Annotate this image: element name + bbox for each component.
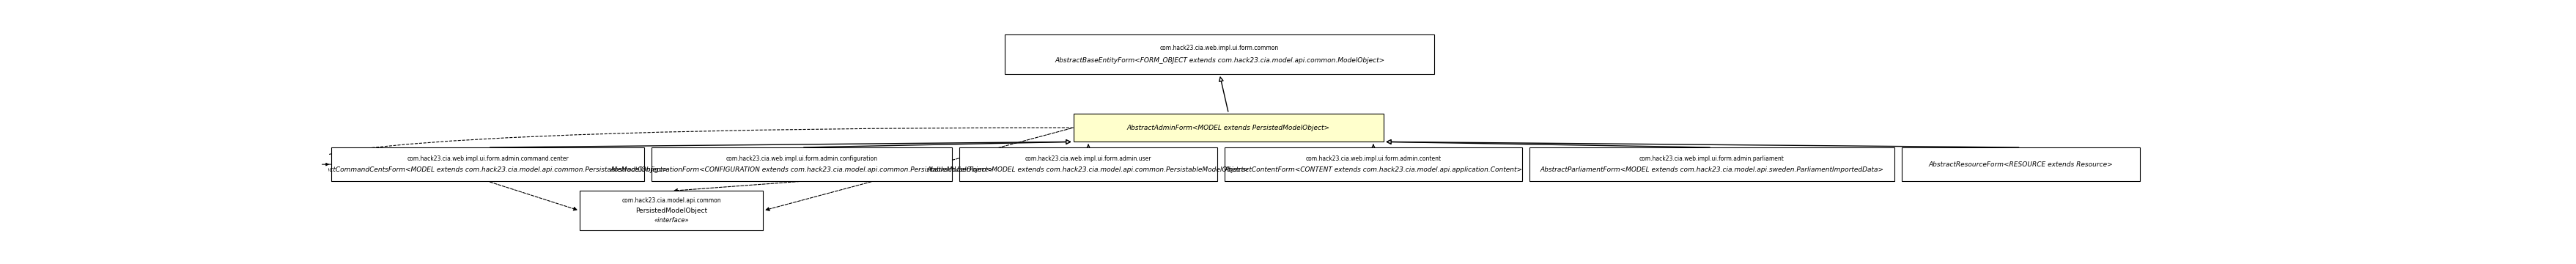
Bar [1224, 147, 1522, 181]
Bar [1074, 114, 1383, 142]
Text: AbstractContentForm<CONTENT extends com.hack23.cia.model.api.application.Content: AbstractContentForm<CONTENT extends com.… [1224, 167, 1522, 173]
Text: PersistedModelObject: PersistedModelObject [636, 208, 706, 214]
Text: com.hack23.cia.web.impl.ui.form.common: com.hack23.cia.web.impl.ui.form.common [1159, 44, 1278, 51]
Bar [580, 191, 762, 230]
Bar [652, 147, 951, 181]
Bar [1005, 35, 1435, 74]
Text: «interface»: «interface» [654, 217, 688, 224]
Text: AbstractConfigurationForm<CONFIGURATION extends com.hack23.cia.model.api.common.: AbstractConfigurationForm<CONFIGURATION … [611, 167, 994, 173]
Text: com.hack23.cia.web.impl.ui.form.admin.parliament: com.hack23.cia.web.impl.ui.form.admin.pa… [1638, 155, 1785, 162]
Bar [1530, 147, 1893, 181]
Bar [1901, 147, 2138, 181]
Text: AbstractResourceForm<RESOURCE extends Resource>: AbstractResourceForm<RESOURCE extends Re… [1927, 161, 2112, 168]
Text: AbstractCommandCentsForm<MODEL extends com.hack23.cia.model.api.common.Persistab: AbstractCommandCentsForm<MODEL extends c… [307, 167, 667, 173]
Text: com.hack23.cia.web.impl.ui.form.admin.configuration: com.hack23.cia.web.impl.ui.form.admin.co… [726, 155, 878, 162]
Text: AbstractAdminForm<MODEL extends PersistedModelObject>: AbstractAdminForm<MODEL extends Persiste… [1126, 124, 1329, 131]
Text: AbstractBaseEntityForm<FORM_OBJECT extends com.hack23.cia.model.api.common.Model: AbstractBaseEntityForm<FORM_OBJECT exten… [1054, 58, 1383, 64]
Text: AbstractParliamentForm<MODEL extends com.hack23.cia.model.api.sweden.ParliamentI: AbstractParliamentForm<MODEL extends com… [1540, 167, 1883, 173]
Text: AbstractUserForm<MODEL extends com.hack23.cia.model.api.common.PersistableModelO: AbstractUserForm<MODEL extends com.hack2… [927, 167, 1249, 173]
Text: com.hack23.cia.web.impl.ui.form.admin.user: com.hack23.cia.web.impl.ui.form.admin.us… [1025, 155, 1151, 162]
Text: com.hack23.cia.model.api.common: com.hack23.cia.model.api.common [621, 197, 721, 204]
Bar [958, 147, 1216, 181]
Text: com.hack23.cia.web.impl.ui.form.admin.content: com.hack23.cia.web.impl.ui.form.admin.co… [1306, 155, 1440, 162]
Bar [332, 147, 644, 181]
Text: com.hack23.cia.web.impl.ui.form.admin.command.center: com.hack23.cia.web.impl.ui.form.admin.co… [407, 155, 569, 162]
